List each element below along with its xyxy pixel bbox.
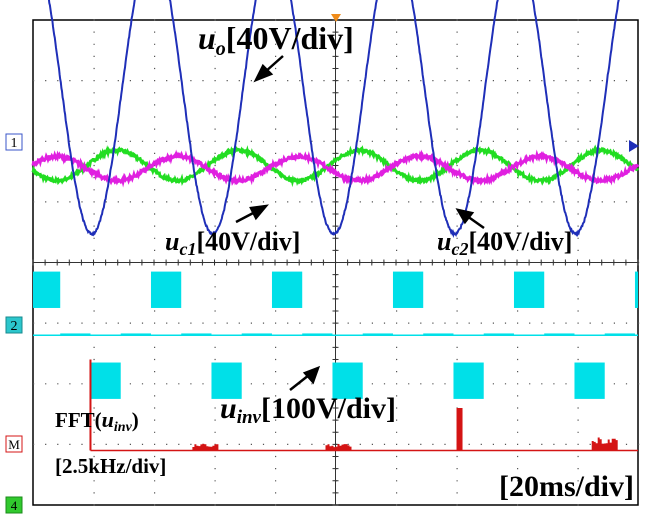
uc2-label-scale: [40V/div] (468, 227, 572, 256)
channel-marker-1-text: 1 (11, 136, 18, 151)
channel-marker-m-text: M (8, 437, 20, 452)
fft-label-suffix: ) (132, 408, 139, 432)
uinv-block (453, 363, 483, 399)
fft-peak (457, 408, 463, 450)
uc1-label-scale: [40V/div] (196, 227, 300, 256)
uinv-label-scale: [100V/div] (261, 392, 396, 425)
uc1-label-sub: c1 (179, 239, 196, 259)
channel-marker-2: 2 (6, 317, 22, 334)
fft-scale-label: [2.5kHz/div] (55, 454, 166, 478)
uo-label-main: u (198, 20, 216, 56)
fft-label-sub: inv (114, 420, 133, 435)
uinv-block (514, 272, 544, 308)
fft-peak (89, 360, 91, 451)
channel-marker-4: 4 (6, 497, 22, 513)
uc2-label-main: u (437, 227, 451, 256)
fft-label-prefix: FFT( (55, 408, 102, 432)
uinv-block (90, 363, 120, 399)
fft-label-main: u (102, 407, 114, 432)
time-scale-label: [20ms/div] (499, 470, 634, 503)
uc2-label-sub: c2 (451, 239, 468, 259)
uinv-block (635, 272, 638, 308)
uinv-block (574, 363, 604, 399)
channel-marker-1: 1 (6, 134, 22, 151)
uinv-block (272, 272, 302, 308)
uc1-label-main: u (165, 227, 179, 256)
uo-label-scale: [40V/div] (226, 20, 354, 56)
uinv-block (33, 272, 60, 308)
oscilloscope-chart: 1 2 M 4 uo[40V/div] uc1[40V/div] uc2[40V… (0, 0, 664, 528)
uo-label-sub: o (216, 38, 226, 60)
uinv-block (393, 272, 423, 308)
uinv-label-sub: inv (237, 407, 262, 428)
channel-marker-4-text: 4 (11, 498, 18, 513)
channel-marker-2-text: 2 (11, 319, 18, 334)
channel-marker-m: M (6, 436, 22, 452)
uinv-label-main: u (220, 392, 237, 425)
uinv-block (151, 272, 181, 308)
